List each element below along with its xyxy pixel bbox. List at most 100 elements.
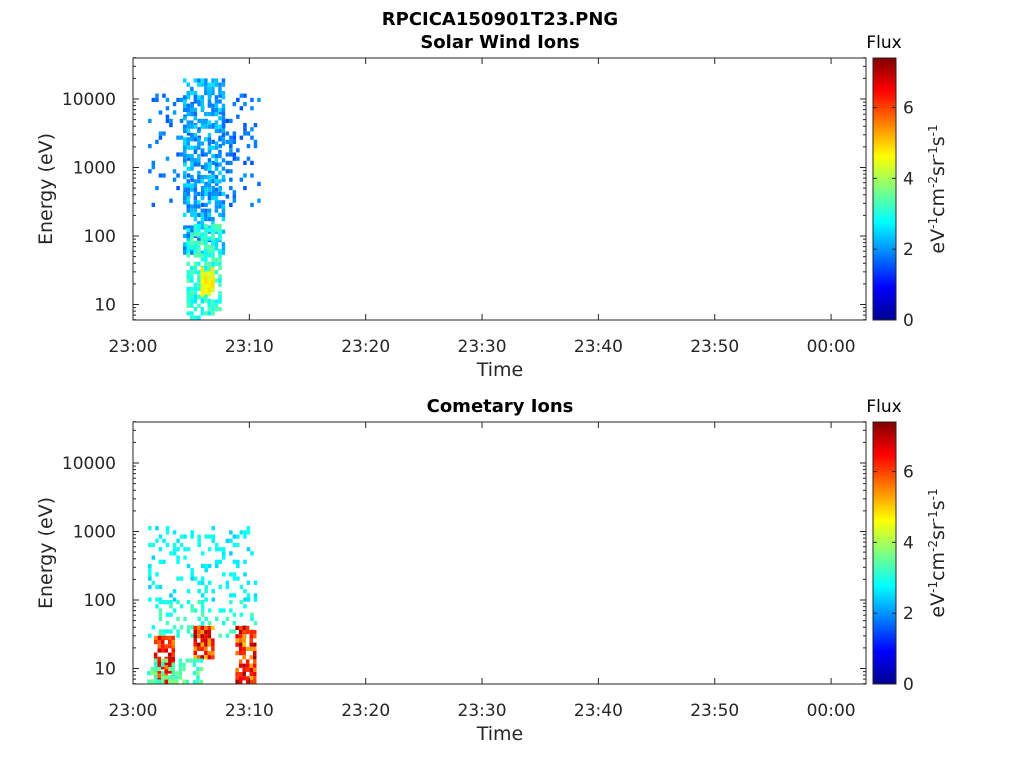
flux-cell — [186, 103, 190, 108]
flux-cell — [225, 633, 230, 638]
flux-cell — [204, 124, 208, 129]
flux-cell — [183, 158, 187, 163]
flux-cell — [204, 275, 208, 280]
flux-cell — [193, 249, 198, 254]
flux-cell — [197, 170, 201, 175]
flux-cell — [207, 166, 212, 171]
flux-cell — [243, 102, 247, 107]
flux-cell — [246, 131, 251, 136]
flux-cell — [246, 144, 251, 149]
flux-cell — [164, 648, 168, 653]
flux-cell — [229, 139, 233, 144]
flux-cell — [221, 133, 226, 138]
flux-cell — [253, 667, 257, 672]
flux-cell — [214, 120, 219, 125]
flux-cell — [207, 253, 212, 258]
flux-cell — [207, 200, 212, 205]
flux-cell — [183, 162, 187, 167]
flux-cell — [186, 131, 191, 136]
flux-cell — [214, 99, 219, 104]
flux-cell — [204, 249, 208, 254]
flux-cell — [225, 160, 230, 165]
flux-cell — [211, 249, 215, 254]
flux-cell — [178, 675, 183, 680]
flux-cell — [190, 568, 194, 573]
flux-cell — [200, 257, 205, 262]
flux-cell — [200, 232, 205, 237]
flux-cell — [169, 123, 173, 128]
flux-cell — [200, 621, 205, 626]
flux-cell — [186, 154, 190, 159]
flux-cell — [218, 257, 222, 262]
flux-cell — [218, 162, 222, 167]
flux-cell — [161, 671, 165, 676]
flux-cell — [197, 204, 201, 209]
flux-cell — [211, 139, 215, 144]
flux-cell — [236, 559, 240, 564]
flux-cell — [214, 204, 219, 209]
flux-cell — [186, 173, 191, 178]
flux-cell — [207, 225, 212, 230]
flux-cell — [207, 302, 212, 308]
flux-cell — [245, 625, 250, 630]
flux-cell — [211, 124, 215, 129]
colorbar-tick-label: 0 — [903, 311, 914, 331]
flux-cell — [225, 194, 230, 199]
y-tick-label: 10 — [94, 296, 116, 316]
flux-cell — [176, 173, 180, 178]
flux-cell — [229, 135, 233, 140]
flux-cell — [186, 298, 190, 303]
flux-cell — [242, 630, 246, 635]
flux-cell — [218, 107, 222, 112]
flux-cell — [190, 604, 194, 609]
flux-cell — [183, 534, 187, 539]
flux-cell — [161, 635, 165, 640]
flux-cell — [222, 551, 226, 556]
flux-cell — [204, 630, 208, 635]
flux-cell — [157, 673, 161, 678]
flux-cell — [197, 82, 201, 87]
flux-cell — [253, 597, 258, 602]
flux-cell — [243, 559, 247, 564]
flux-cell — [196, 679, 200, 684]
flux-cell — [151, 160, 156, 165]
flux-cell — [232, 612, 237, 617]
flux-cell — [171, 675, 176, 680]
flux-cell — [175, 671, 179, 676]
flux-cell — [150, 666, 154, 672]
flux-cell — [211, 625, 215, 630]
flux-cell — [193, 145, 198, 150]
flux-cell — [221, 141, 226, 146]
colorbar: Flux 0 2 4 6 eV-1cm-2sr-1s-1 — [866, 397, 949, 695]
flux-cell — [221, 78, 226, 83]
flux-cell — [197, 655, 201, 660]
flux-cell — [179, 97, 184, 102]
flux-cell — [208, 547, 212, 552]
flux-cell — [190, 244, 194, 250]
flux-cell — [148, 542, 152, 548]
flux-cell — [253, 659, 257, 664]
y-tick-label: 1000 — [73, 523, 116, 543]
flux-cell — [222, 555, 226, 560]
flux-cell — [221, 217, 226, 222]
flux-cell — [207, 311, 212, 316]
flux-cell — [246, 593, 251, 598]
flux-cell — [221, 120, 226, 125]
flux-cell — [207, 133, 212, 138]
flux-cell — [211, 217, 215, 222]
flux-cell — [215, 542, 219, 548]
flux-cell — [207, 162, 212, 167]
flux-cell — [169, 593, 173, 598]
flux-cell — [197, 294, 201, 299]
flux-cell — [196, 675, 200, 680]
flux-cell — [158, 173, 163, 178]
flux-cell — [235, 672, 239, 677]
flux-cell — [242, 625, 246, 630]
flux-cell — [211, 267, 215, 272]
flux-cell — [199, 666, 204, 672]
flux-cell — [218, 154, 222, 159]
flux-cell — [168, 640, 172, 645]
flux-cell — [243, 93, 247, 98]
flux-cell — [204, 82, 208, 87]
flux-cell — [249, 663, 253, 668]
